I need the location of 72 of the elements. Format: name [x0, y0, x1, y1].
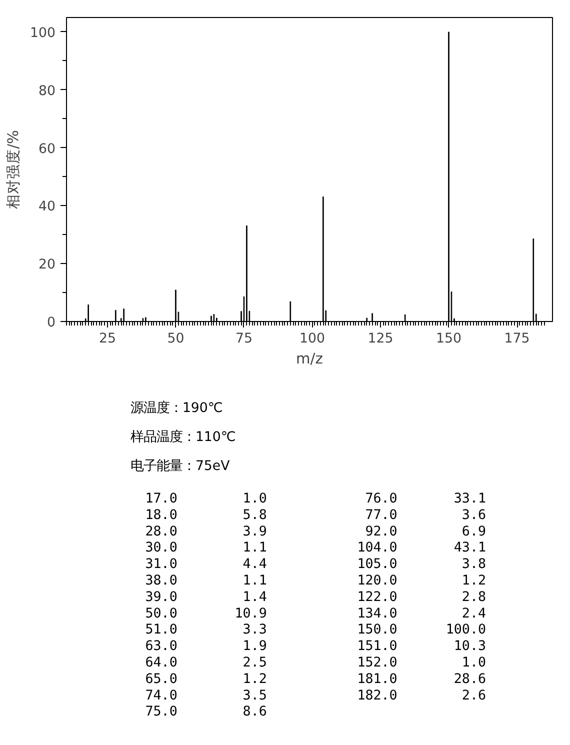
- y-tick-label: 40: [38, 200, 56, 215]
- x-tick-label: 100: [300, 332, 325, 346]
- data-label: 2.5: [242, 656, 267, 670]
- category-label: 65.0: [145, 672, 178, 687]
- text: 电子能量：75eV: [130, 459, 230, 474]
- text: 源温度：190℃: [130, 400, 223, 416]
- data-label: 1.9: [242, 639, 267, 654]
- data-label: 43.1: [454, 540, 486, 556]
- data-label: 3.3: [242, 622, 267, 638]
- x-tick-label: 125: [368, 332, 394, 346]
- x-tick-label: 75: [235, 332, 252, 346]
- category-label: 18.0: [145, 508, 178, 523]
- category-label: 63.0: [145, 639, 178, 654]
- data-label: 100.0: [446, 622, 486, 638]
- data-label: 2.4: [462, 606, 486, 622]
- category-label: 150.0: [357, 622, 398, 638]
- category-label: 38.0: [145, 574, 178, 588]
- category-label: 51.0: [145, 622, 178, 638]
- data-label: 3.8: [462, 557, 486, 572]
- category-label: 75.0: [145, 704, 178, 720]
- data-label: 3.9: [242, 524, 267, 540]
- data-label: 10.3: [454, 639, 486, 654]
- category-label: 28.0: [145, 524, 178, 540]
- y-tick-label: 0: [47, 316, 56, 330]
- category-label: 134.0: [357, 606, 398, 622]
- category-label: 104.0: [357, 540, 398, 556]
- y-tick-label: 60: [38, 142, 56, 157]
- x-tick-label: 25: [98, 332, 116, 346]
- data-label: 3.6: [462, 508, 486, 523]
- category-label: 182.0: [357, 688, 398, 704]
- data-label: 3.5: [242, 688, 267, 704]
- category-label: 105.0: [357, 557, 398, 572]
- category-label: 30.0: [145, 540, 178, 556]
- y-tick-label: 80: [38, 84, 56, 99]
- data-label: 1.2: [462, 574, 486, 588]
- category-label: 39.0: [145, 590, 178, 605]
- x-axis-title: m/z: [296, 350, 324, 368]
- category-label: 31.0: [145, 557, 178, 572]
- data-label: 1.0: [242, 492, 267, 506]
- data-label: 1.0: [462, 656, 486, 670]
- category-label: 76.0: [365, 492, 398, 506]
- category-label: 122.0: [357, 590, 398, 605]
- category-label: 50.0: [145, 606, 178, 622]
- category-label: 17.0: [145, 492, 178, 506]
- category-label: 64.0: [145, 656, 178, 670]
- data-label: 1.4: [242, 590, 267, 605]
- data-label: 33.1: [454, 492, 486, 506]
- category-label: 152.0: [357, 656, 398, 670]
- category-label: 151.0: [357, 639, 398, 654]
- data-label: 2.6: [462, 688, 486, 704]
- data-label: 6.9: [462, 524, 486, 540]
- y-axis-title: 相对强度/%: [5, 130, 22, 209]
- x-tick-label: 50: [167, 332, 184, 346]
- data-label: 1.1: [242, 574, 267, 588]
- data-label: 1.2: [242, 672, 267, 687]
- data-label: 2.8: [462, 590, 486, 605]
- y-tick-label: 100: [30, 26, 56, 41]
- category-label: 77.0: [365, 508, 398, 523]
- text: 样品温度：110℃: [130, 429, 236, 445]
- data-label: 8.6: [242, 704, 267, 720]
- data-label: 1.1: [242, 540, 267, 556]
- x-tick-label: 150: [436, 332, 462, 346]
- category-label: 74.0: [145, 688, 178, 704]
- category-label: 92.0: [365, 524, 398, 540]
- data-label: 4.4: [242, 557, 267, 572]
- x-tick-label: 175: [504, 332, 530, 346]
- category-label: 181.0: [357, 672, 398, 687]
- category-label: 120.0: [357, 574, 398, 588]
- y-tick-label: 20: [38, 258, 56, 273]
- data-label: 5.8: [242, 508, 267, 523]
- data-label: 10.9: [234, 606, 267, 622]
- data-label: 28.6: [454, 672, 486, 687]
